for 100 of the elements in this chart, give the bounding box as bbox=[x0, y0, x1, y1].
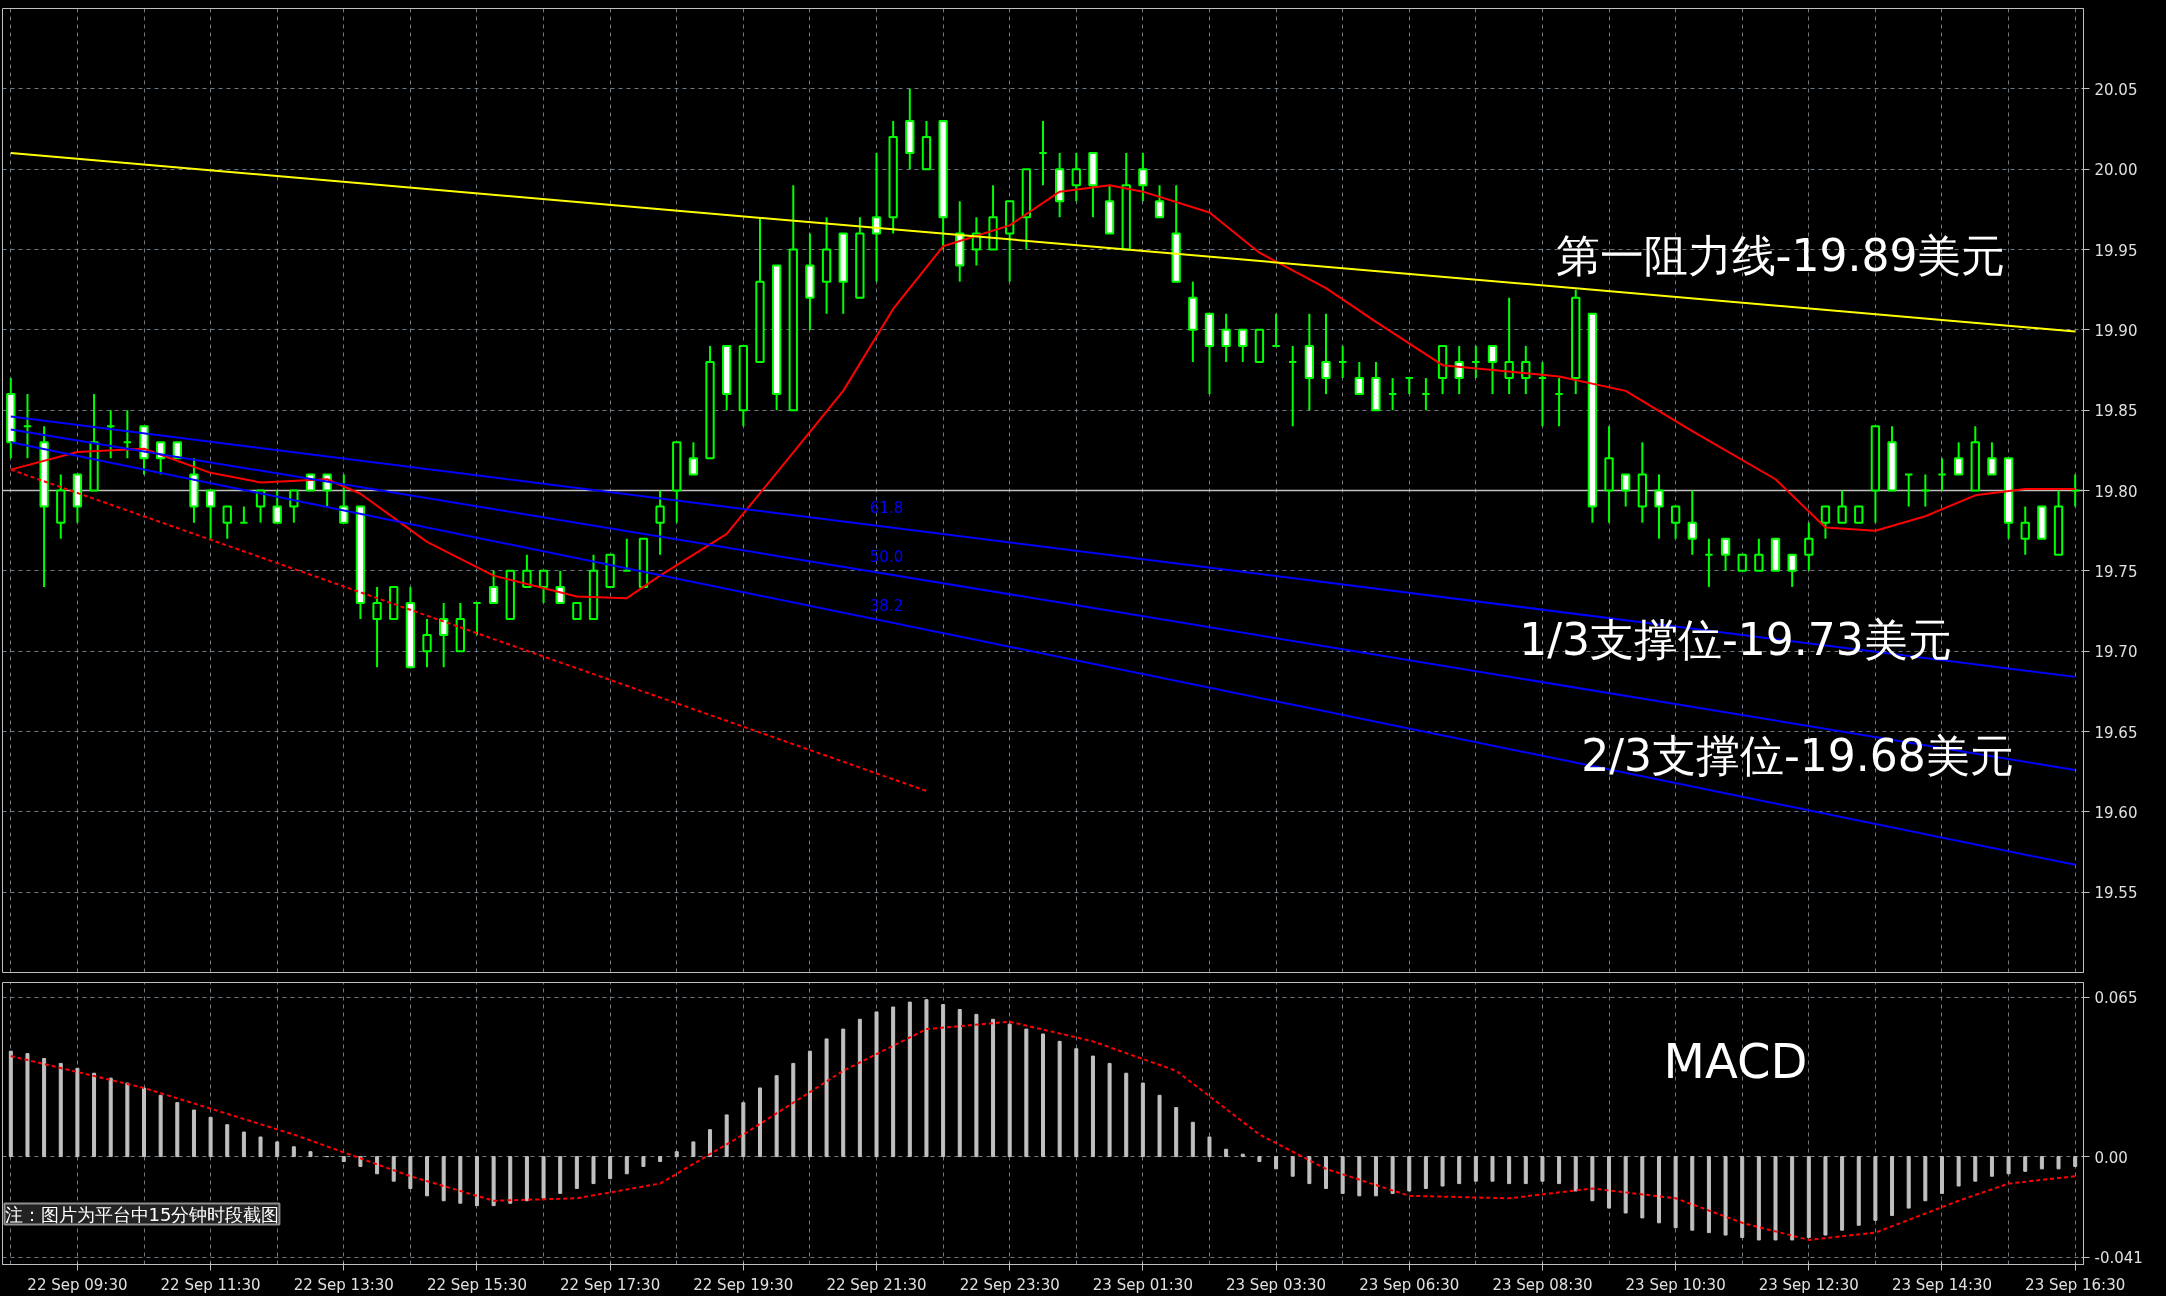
bar bbox=[941, 1004, 946, 1158]
bar bbox=[1340, 1156, 1345, 1194]
annotation: 注：图片为平台中15分钟时段截图 bbox=[4, 1203, 280, 1225]
bar bbox=[1473, 1156, 1478, 1182]
bar bbox=[1706, 1156, 1711, 1234]
bar bbox=[425, 1156, 430, 1197]
bar bbox=[1790, 1156, 1795, 1241]
candlestick bbox=[1238, 328, 1248, 363]
y-tick-label: 0.065 bbox=[2094, 989, 2138, 1008]
bar bbox=[541, 1156, 546, 1199]
x-tick-label: 22 Sep 13:30 bbox=[293, 1275, 394, 1294]
bar bbox=[474, 1156, 479, 1207]
bar bbox=[891, 1006, 896, 1158]
bar bbox=[108, 1077, 113, 1158]
y-tick-label: 19.65 bbox=[2094, 723, 2138, 742]
y-tick-label: 19.60 bbox=[2094, 803, 2138, 822]
candlestick bbox=[1820, 505, 1831, 540]
bar bbox=[774, 1075, 779, 1158]
candlestick bbox=[1621, 473, 1631, 508]
candlestick bbox=[522, 553, 532, 588]
candlestick bbox=[1487, 344, 1498, 396]
bar bbox=[2023, 1156, 2028, 1172]
x-tick-label: 22 Sep 09:30 bbox=[27, 1275, 128, 1294]
bar bbox=[208, 1116, 213, 1158]
candlestick bbox=[688, 441, 699, 476]
bar bbox=[1090, 1055, 1095, 1158]
x-tick-label: 23 Sep 08:30 bbox=[1492, 1275, 1593, 1294]
bar bbox=[708, 1129, 713, 1158]
candlestick bbox=[538, 569, 549, 604]
candlestick bbox=[1720, 537, 1731, 572]
y-tick-label: 19.90 bbox=[2094, 321, 2138, 340]
bar bbox=[1723, 1156, 1728, 1236]
candlestick bbox=[289, 489, 299, 524]
bar bbox=[807, 1050, 812, 1158]
bar bbox=[624, 1156, 629, 1175]
bar bbox=[874, 1011, 879, 1158]
text: MACD bbox=[1663, 1032, 1808, 1089]
y-tick-label: 19.85 bbox=[2094, 402, 2138, 421]
candlestick bbox=[1138, 152, 1148, 203]
x-tick-label: 23 Sep 03:30 bbox=[1226, 1275, 1327, 1294]
bar bbox=[741, 1102, 746, 1158]
bar bbox=[791, 1062, 796, 1158]
y-tick-label: 19.95 bbox=[2094, 241, 2138, 260]
bar bbox=[1407, 1156, 1412, 1192]
bar bbox=[1390, 1156, 1395, 1194]
x-tick-label: 22 Sep 11:30 bbox=[160, 1275, 261, 1294]
x-tick-label: 23 Sep 06:30 bbox=[1359, 1275, 1460, 1294]
bar bbox=[641, 1156, 646, 1167]
bar bbox=[1274, 1156, 1279, 1170]
bar bbox=[1989, 1156, 1994, 1177]
candlestick bbox=[205, 489, 216, 540]
bar bbox=[42, 1058, 47, 1158]
bar bbox=[991, 1018, 996, 1158]
bar bbox=[757, 1087, 762, 1158]
bar bbox=[1224, 1148, 1229, 1158]
bar bbox=[1540, 1156, 1545, 1182]
bar bbox=[1973, 1156, 1978, 1182]
bar bbox=[1656, 1156, 1661, 1224]
bar bbox=[391, 1156, 396, 1182]
bar bbox=[957, 1008, 962, 1158]
candlestick bbox=[439, 601, 449, 669]
bar bbox=[907, 1001, 912, 1158]
candlestick bbox=[372, 585, 382, 669]
bar bbox=[2006, 1156, 2011, 1175]
bar bbox=[1840, 1156, 1845, 1231]
bar bbox=[408, 1156, 413, 1189]
bar bbox=[1507, 1156, 1512, 1185]
bar bbox=[608, 1156, 613, 1180]
bar bbox=[1673, 1156, 1678, 1229]
bar bbox=[241, 1131, 246, 1158]
bar bbox=[1690, 1156, 1695, 1231]
y-tick-label: 20.05 bbox=[2094, 80, 2138, 99]
bar bbox=[2056, 1156, 2061, 1170]
x-tick-label: 23 Sep 14:30 bbox=[1891, 1275, 1993, 1294]
bar bbox=[1240, 1153, 1245, 1158]
bar bbox=[974, 1013, 979, 1158]
bar bbox=[1174, 1107, 1179, 1158]
y-tick-label: 19.75 bbox=[2094, 562, 2138, 581]
bar bbox=[441, 1156, 446, 1202]
candlestick bbox=[1987, 441, 1997, 476]
bar bbox=[1939, 1156, 1944, 1194]
candlestick bbox=[1687, 489, 1697, 556]
candlestick bbox=[1354, 360, 1364, 396]
bar bbox=[8, 1050, 13, 1158]
candlestick bbox=[488, 569, 499, 604]
bar bbox=[191, 1109, 196, 1158]
bar bbox=[2039, 1156, 2044, 1170]
candlestick bbox=[1071, 152, 1081, 203]
bar bbox=[1607, 1156, 1612, 1209]
bar bbox=[1457, 1156, 1462, 1185]
bar bbox=[841, 1028, 846, 1158]
bar bbox=[75, 1067, 80, 1158]
annotation: 61.8 bbox=[869, 498, 904, 517]
bar bbox=[1007, 1023, 1012, 1158]
bar bbox=[1057, 1040, 1062, 1158]
bar bbox=[1956, 1156, 1961, 1187]
bar bbox=[1823, 1156, 1828, 1236]
bar bbox=[1923, 1156, 1928, 1202]
bar bbox=[275, 1141, 280, 1158]
bar bbox=[724, 1114, 729, 1158]
